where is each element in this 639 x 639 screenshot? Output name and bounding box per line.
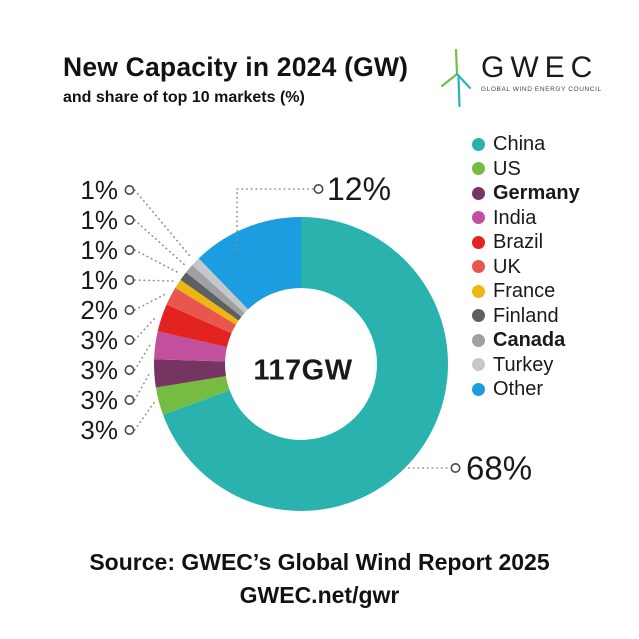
- leader-france: [133, 279, 175, 282]
- slice-germany: [154, 359, 226, 388]
- legend-label-us: US: [493, 157, 521, 180]
- slice-us: [155, 376, 230, 415]
- leader-other: [236, 188, 314, 253]
- wind-turbine-icon: [440, 48, 472, 108]
- legend-dot-finland: [472, 309, 485, 323]
- legend-dot-france: [472, 284, 485, 298]
- leader-dot-uk: [124, 304, 135, 315]
- legend-dot-brazil: [472, 235, 485, 249]
- legend-label-uk: UK: [493, 255, 521, 278]
- leader-turkey: [133, 189, 193, 260]
- legend-dot-other: [472, 382, 485, 396]
- logo-wordmark: GWEC: [481, 51, 599, 84]
- legend-item-china: China: [472, 132, 580, 157]
- slice-france: [175, 279, 239, 325]
- leader-dot-other: [313, 184, 324, 195]
- legend-item-germany: Germany: [472, 181, 580, 206]
- slice-other: [198, 217, 301, 310]
- legend-item-canada: Canada: [472, 328, 580, 353]
- logo-tagline: GLOBAL WIND ENERGY COUNCIL: [481, 86, 602, 93]
- leader-dot-us: [124, 424, 135, 435]
- leader-canada: [133, 219, 187, 267]
- gwec-logo: GWEC GLOBAL WIND ENERGY COUNCIL: [437, 46, 602, 108]
- legend-dot-germany: [472, 186, 485, 200]
- leader-dot-india: [124, 364, 135, 375]
- leader-dot-turkey: [124, 185, 135, 196]
- leader-dot-canada: [124, 215, 135, 226]
- leader-uk: [133, 292, 167, 311]
- slice-turkey: [192, 258, 249, 313]
- legend-item-other: Other: [472, 377, 580, 402]
- leader-brazil: [133, 315, 158, 341]
- legend-item-brazil: Brazil: [472, 230, 580, 255]
- legend-item-uk: UK: [472, 255, 580, 280]
- legend-dot-canada: [472, 333, 485, 347]
- slice-uk: [166, 287, 237, 334]
- leader-us: [133, 401, 155, 431]
- legend-dot-china: [472, 137, 485, 151]
- leader-dot-france: [124, 274, 135, 285]
- legend-dot-us: [472, 162, 485, 176]
- legend-label-turkey: Turkey: [493, 353, 554, 376]
- chart-title: New Capacity in 2024 (GW): [63, 52, 409, 82]
- legend-item-turkey: Turkey: [472, 353, 580, 378]
- slice-india: [154, 331, 227, 362]
- donut-slices: [154, 217, 449, 511]
- leader-dot-china: [450, 462, 461, 473]
- logo-text: GWEC GLOBAL WIND ENERGY COUNCIL: [481, 46, 602, 94]
- slice-canada: [186, 265, 245, 317]
- leader-germany: [133, 372, 151, 401]
- legend-item-india: India: [472, 206, 580, 231]
- legend-item-finland: Finland: [472, 304, 580, 329]
- leader-dot-germany: [124, 394, 135, 405]
- slice-finland: [180, 272, 242, 321]
- leader-india: [133, 343, 151, 371]
- legend-label-france: France: [493, 280, 556, 303]
- legend-label-canada: Canada: [493, 329, 566, 352]
- legend-dot-turkey: [472, 358, 485, 372]
- leader-dot-finland: [124, 245, 135, 256]
- legend-item-france: France: [472, 279, 580, 304]
- legend-label-brazil: Brazil: [493, 231, 544, 254]
- legend-label-finland: Finland: [493, 304, 559, 327]
- legend-dot-india: [472, 211, 485, 225]
- source-url: GWEC.net/gwr: [239, 582, 400, 608]
- slice-china: [163, 217, 449, 511]
- leader-dot-brazil: [124, 334, 135, 345]
- leader-finland: [133, 249, 180, 274]
- legend-label-germany: Germany: [493, 182, 580, 205]
- legend-label-china: China: [493, 133, 546, 156]
- legend-dot-uk: [472, 260, 485, 274]
- slice-brazil: [157, 304, 232, 348]
- legend-label-india: India: [493, 206, 537, 229]
- legend: China US Germany India Brazil UK France Finland…: [472, 132, 580, 402]
- footer: Source: GWEC’s Global Wind Report 2025 G…: [0, 549, 639, 609]
- chart-subtitle: and share of top 10 markets (%): [63, 89, 305, 106]
- legend-item-us: US: [472, 157, 580, 182]
- legend-label-other: Other: [493, 378, 544, 401]
- source-text: Source: GWEC’s Global Wind Report 2025: [89, 549, 550, 575]
- leader-lines: [124, 184, 461, 473]
